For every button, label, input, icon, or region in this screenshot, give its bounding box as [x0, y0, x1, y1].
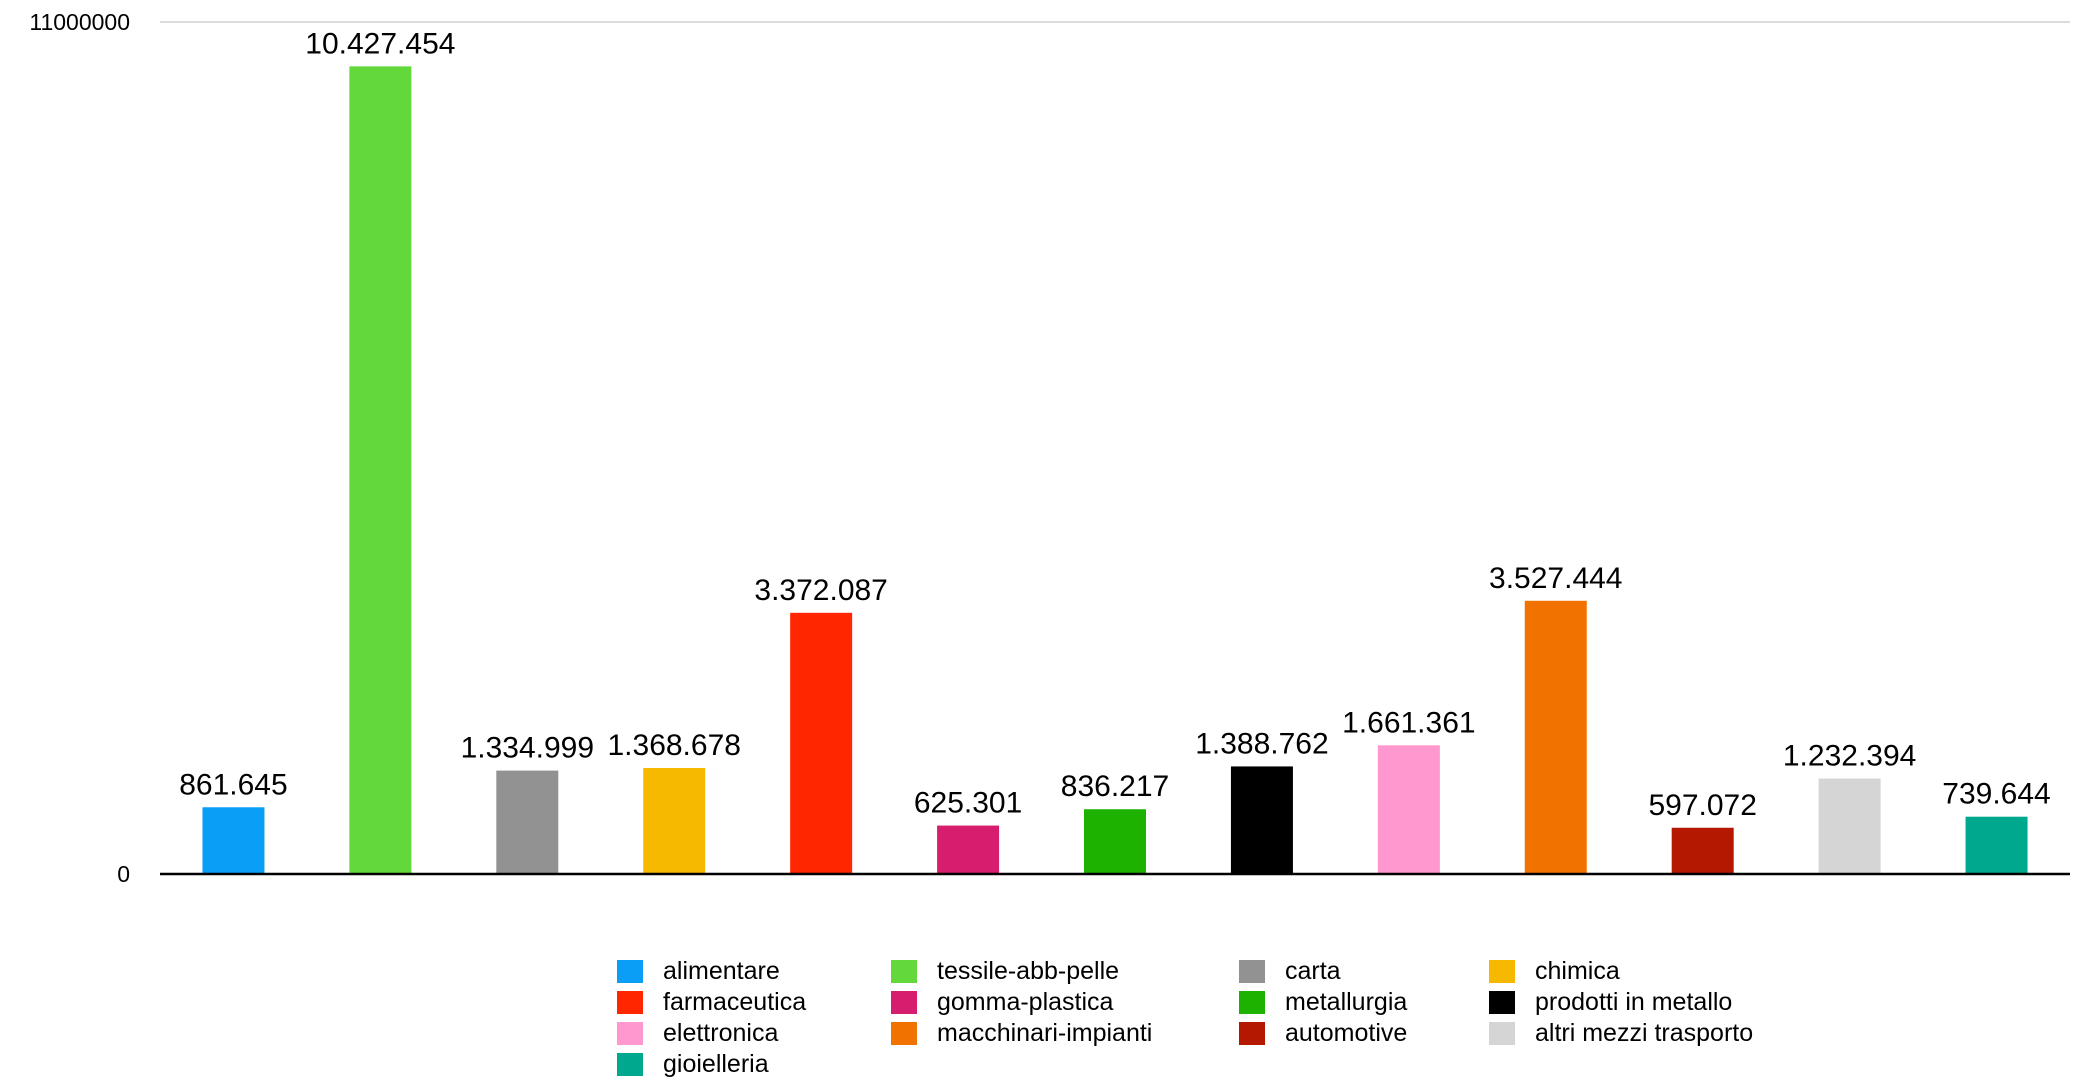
- data-label: 836.217: [1061, 770, 1169, 803]
- legend-label: chimica: [1535, 957, 1620, 985]
- y-tick-label: 11000000: [29, 9, 130, 35]
- data-label: 625.301: [914, 787, 1022, 820]
- legend-item: macchinari-impianti: [891, 1019, 1239, 1047]
- legend-item: carta: [1239, 957, 1489, 985]
- legend-item: tessile-abb-pelle: [891, 957, 1239, 985]
- legend-item: elettronica: [617, 1019, 891, 1047]
- y-axis-ticks: 0 11000000: [29, 9, 130, 887]
- legend-swatch: [891, 1022, 917, 1045]
- legend-label: automotive: [1285, 1019, 1408, 1047]
- legend-label: farmaceutica: [663, 988, 807, 1016]
- legend-swatch: [617, 1022, 643, 1045]
- data-labels: 861.645 10.427.454 1.334.999 1.368.678 3.372…: [179, 27, 2051, 821]
- legend: alimentare tessile-abb-pelle carta chimica f…: [617, 957, 1917, 1078]
- bar-alimentare: [202, 807, 265, 874]
- bar-automotive: [1671, 827, 1734, 874]
- bar-tessile-abb-pelle: [349, 66, 412, 874]
- legend-item: altri mezzi trasporto: [1489, 1019, 1789, 1047]
- legend-item: gioielleria: [617, 1050, 891, 1078]
- data-label: 1.334.999: [461, 732, 594, 765]
- legend-swatch: [617, 1053, 643, 1076]
- data-label: 1.232.394: [1783, 740, 1916, 773]
- bar-elettronica: [1377, 745, 1440, 874]
- legend-swatch: [1489, 960, 1515, 983]
- data-label: 1.388.762: [1195, 727, 1328, 760]
- legend-swatch: [891, 960, 917, 983]
- bar-gomma-plastica: [937, 825, 1000, 874]
- legend-swatch: [617, 960, 643, 983]
- data-label: 861.645: [179, 768, 287, 801]
- legend-item: alimentare: [617, 957, 891, 985]
- legend-item: farmaceutica: [617, 988, 891, 1016]
- legend-item: prodotti in metallo: [1489, 988, 1789, 1016]
- data-label: 3.527.444: [1489, 562, 1622, 595]
- legend-swatch: [1239, 991, 1265, 1014]
- legend-swatch: [1239, 1022, 1265, 1045]
- legend-label: prodotti in metallo: [1535, 988, 1733, 1016]
- legend-item: automotive: [1239, 1019, 1489, 1047]
- bar-macchinari-impianti: [1524, 600, 1587, 874]
- legend-swatch: [891, 991, 917, 1014]
- data-label: 1.368.678: [607, 729, 740, 762]
- legend-label: gomma-plastica: [937, 988, 1114, 1016]
- legend-swatch: [1489, 1022, 1515, 1045]
- bar-altri-mezzi-trasporto: [1818, 778, 1881, 874]
- data-label: 597.072: [1648, 789, 1756, 822]
- data-label: 739.644: [1942, 778, 2050, 811]
- bar-metallurgia: [1084, 809, 1146, 874]
- legend-item: chimica: [1489, 957, 1789, 985]
- legend-label: altri mezzi trasporto: [1535, 1019, 1754, 1047]
- bars: [202, 66, 2028, 874]
- y-tick-label: 0: [117, 861, 130, 887]
- data-label: 10.427.454: [305, 27, 455, 60]
- legend-swatch: [617, 991, 643, 1014]
- data-label: 1.661.361: [1342, 706, 1475, 739]
- bar-chart: 0 11000000 861.645 10.427.454 1.334.999 1.36…: [29, 9, 2070, 887]
- legend-label: metallurgia: [1285, 988, 1408, 1016]
- data-label: 3.372.087: [754, 574, 887, 607]
- bar-gioielleria: [1965, 816, 2028, 874]
- legend-label: elettronica: [663, 1019, 779, 1047]
- bar-chimica: [643, 767, 706, 874]
- legend-item: metallurgia: [1239, 988, 1489, 1016]
- legend-label: tessile-abb-pelle: [937, 957, 1120, 985]
- legend-swatch: [1239, 960, 1265, 983]
- legend-item: gomma-plastica: [891, 988, 1239, 1016]
- bar-carta: [496, 770, 559, 874]
- legend-label: macchinari-impianti: [937, 1019, 1153, 1047]
- legend-label: carta: [1285, 957, 1341, 985]
- legend-label: gioielleria: [663, 1050, 769, 1078]
- legend-swatch: [1489, 991, 1515, 1014]
- bar-prodotti-in-metallo: [1230, 766, 1293, 874]
- bar-farmaceutica: [790, 612, 853, 874]
- legend-label: alimentare: [663, 957, 780, 985]
